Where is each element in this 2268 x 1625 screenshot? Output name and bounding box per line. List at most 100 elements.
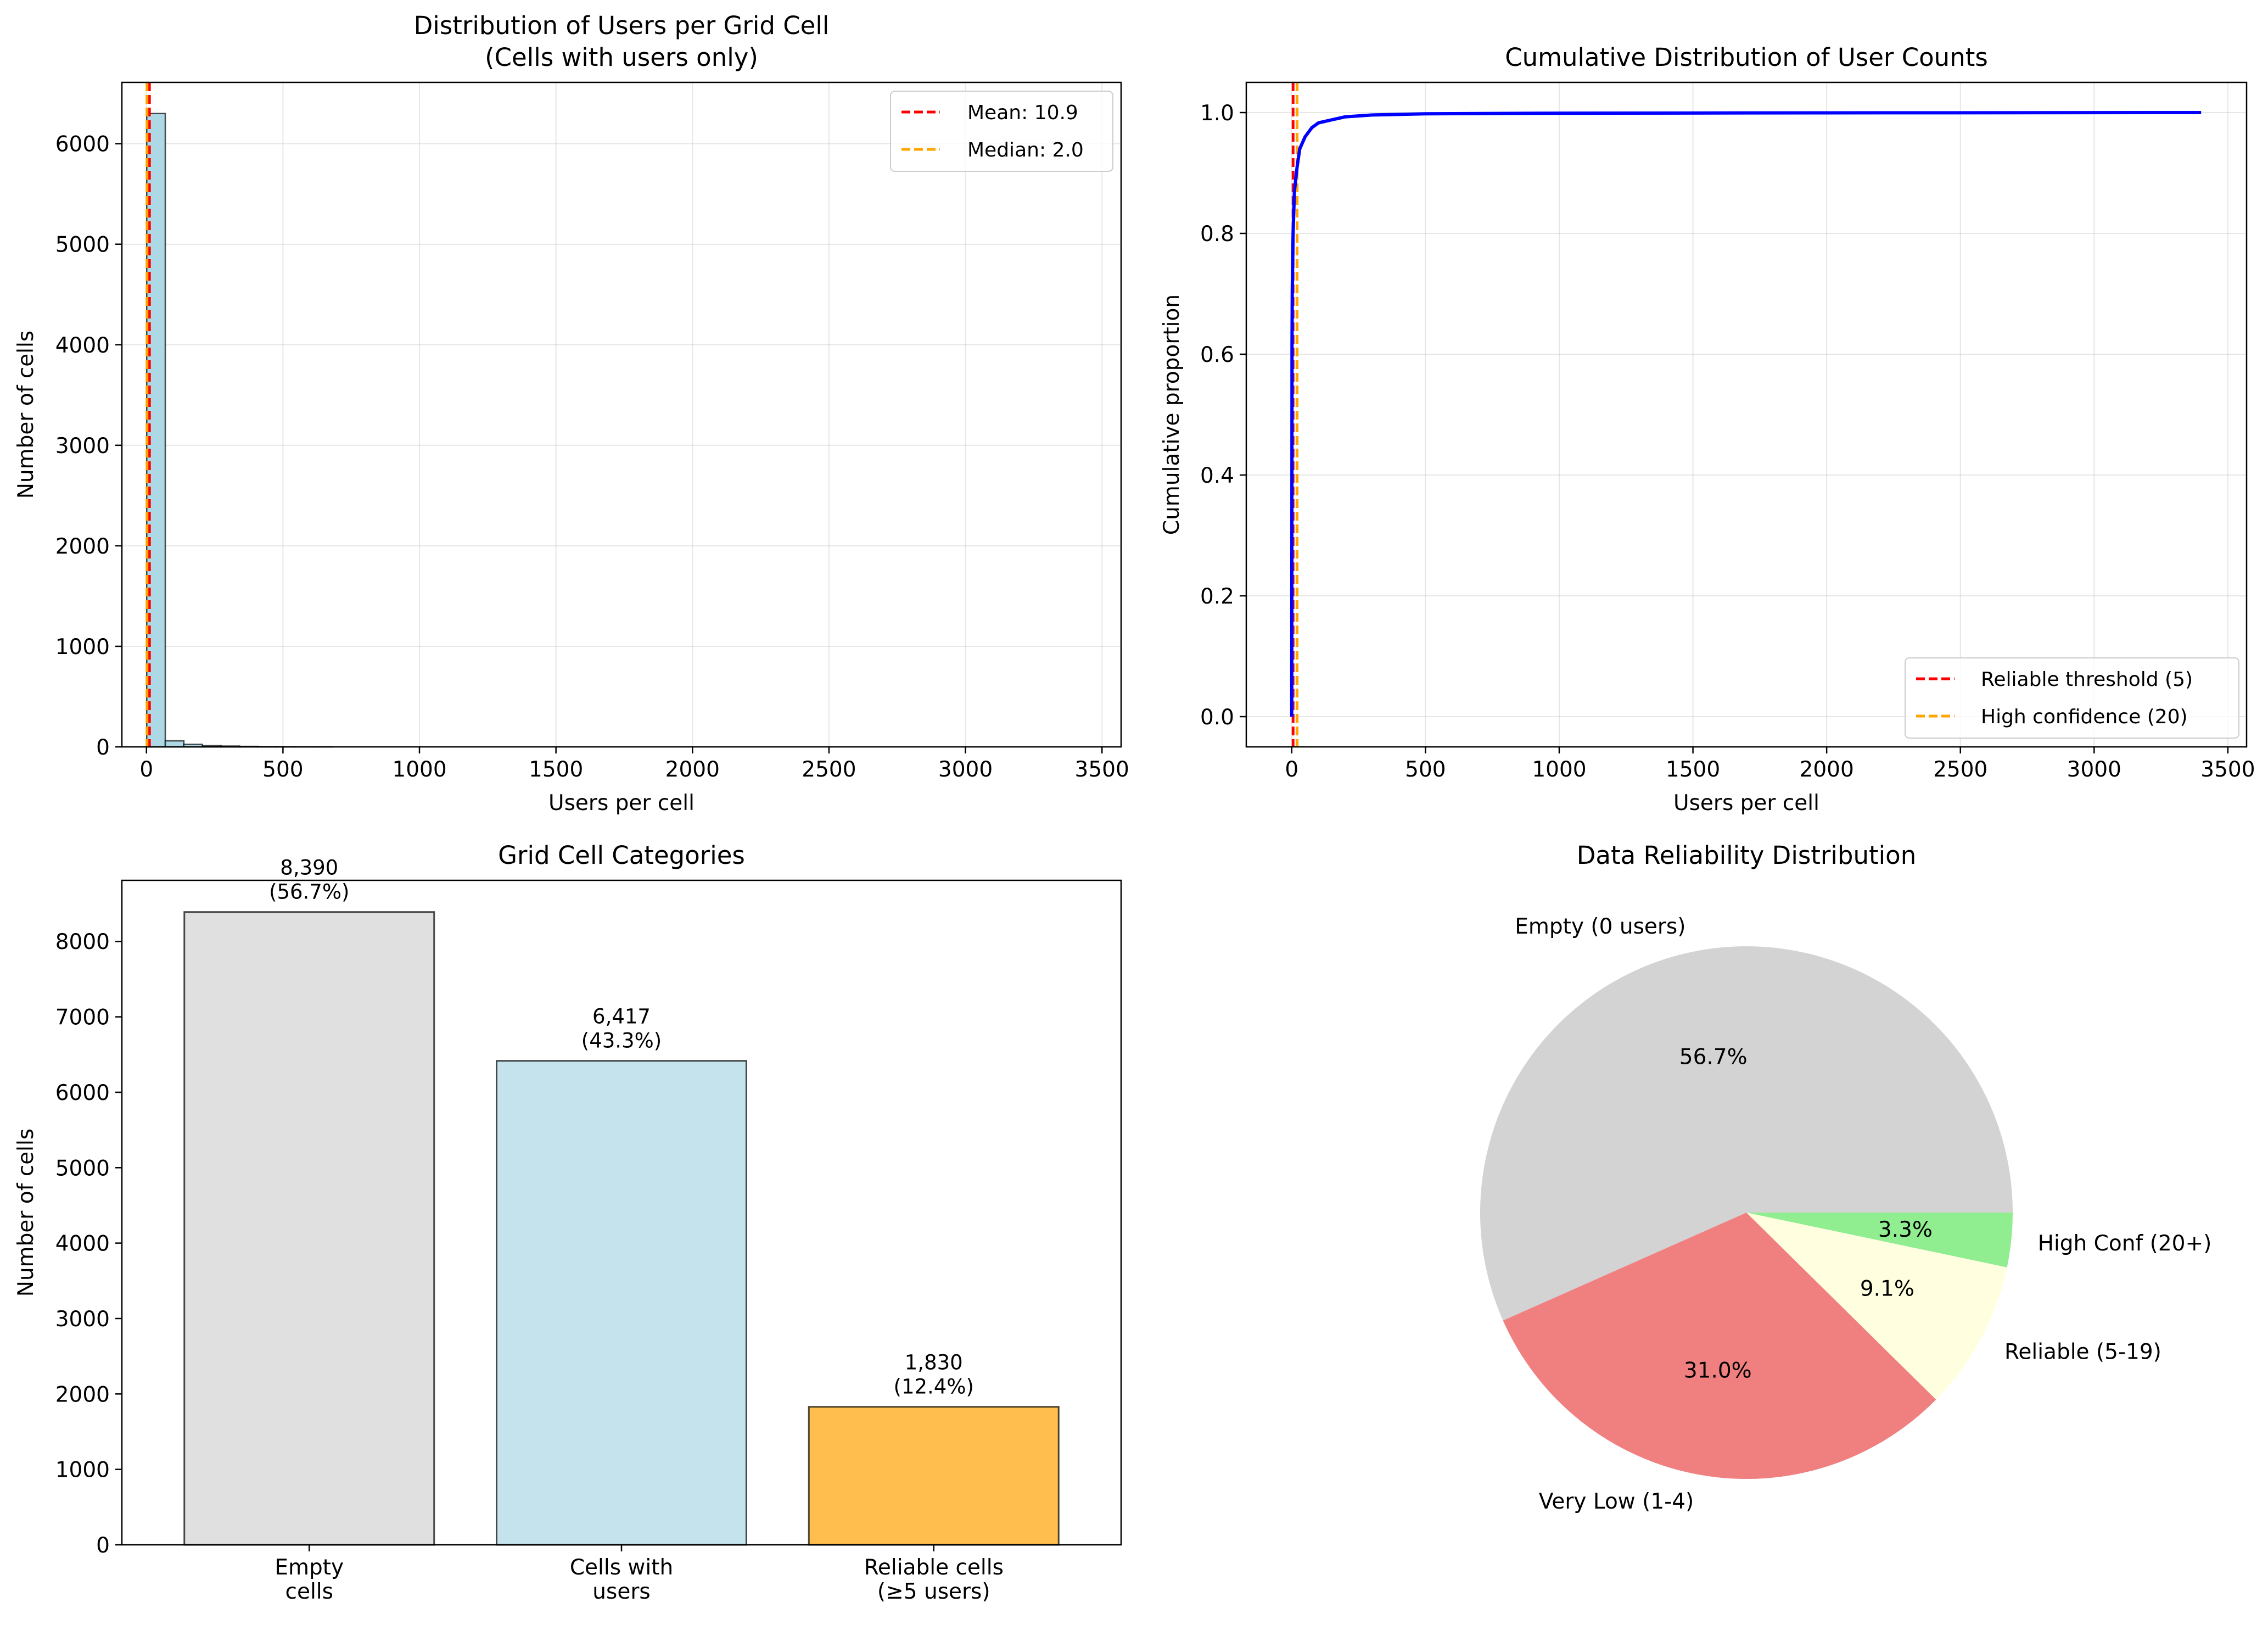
histogram-x-tick-label: 1000 [392, 757, 446, 782]
legend-reliable-threshold-label: Reliable threshold (5) [1981, 668, 2193, 691]
category-x-tick-label: cells [285, 1579, 333, 1604]
cdf-legend-box [1905, 657, 2239, 739]
histogram-y-tick-label: 4000 [55, 333, 110, 358]
histogram-legend-box [890, 91, 1113, 172]
cdf-y-label: Cumulative proportion [1160, 294, 1184, 535]
cdf-series-line [1290, 111, 2202, 717]
histogram-legend: Mean: 10.9 Median: 2.0 [890, 91, 1113, 172]
cdf-x-tick-label: 3000 [2067, 757, 2121, 782]
category-data-label: 8,390 [280, 856, 338, 880]
categories-y-ticks: 0 1000 2000 3000 4000 5000 6000 7000 8000 [55, 930, 122, 1558]
histogram-panel: Distribution of Users per Grid Cell (Cel… [14, 11, 1129, 816]
histogram-y-tick-label: 1000 [55, 635, 110, 660]
cdf-y-tick-label: 0.4 [1200, 464, 1234, 488]
pie-category-label: Empty (0 users) [1515, 914, 1685, 939]
category-bar [496, 1060, 747, 1546]
pie-category-label: Reliable (5-19) [2004, 1339, 2161, 1364]
cdf-y-tick-label: 0.2 [1200, 584, 1234, 609]
cdf-x-tick-label: 2500 [1933, 757, 1987, 782]
categories-title: Grid Cell Categories [498, 841, 745, 870]
category-y-tick-label: 5000 [55, 1156, 110, 1181]
histogram-y-tick-label: 6000 [55, 132, 110, 157]
categories-data-labels: 8,390(56.7%) 6,417(43.3%) 1,830(12.4%) [269, 856, 974, 1399]
histogram-y-tick-label: 0 [96, 735, 110, 760]
pie-labels: 56.7% Empty (0 users) 31.0% Very Low (1-4) 9… [1515, 914, 2211, 1514]
pie-slice [1480, 946, 2013, 1321]
histogram-x-tick-label: 500 [262, 757, 303, 782]
category-data-label: 1,830 [905, 1351, 963, 1375]
histogram-x-label: Users per cell [548, 791, 695, 816]
pie-percent-label: 56.7% [1679, 1045, 1748, 1069]
histogram-x-tick-label: 3000 [938, 757, 993, 782]
category-bar [808, 1406, 1060, 1546]
categories-bars [183, 911, 1060, 1546]
category-x-tick-label: users [592, 1579, 650, 1604]
category-x-tick-label: Empty [275, 1555, 344, 1580]
legend-mean-label: Mean: 10.9 [967, 102, 1078, 124]
histogram-y-tick-label: 2000 [55, 534, 110, 559]
category-y-tick-label: 4000 [55, 1232, 110, 1257]
category-x-tick-label: Cells with [570, 1555, 673, 1580]
pie-slices [1480, 946, 2013, 1479]
cdf-y-tick-label: 1.0 [1200, 101, 1234, 126]
histogram-reference-lines [145, 82, 151, 747]
cdf-title: Cumulative Distribution of User Counts [1505, 43, 1988, 72]
histogram-x-tick-label: 0 [139, 757, 153, 782]
cdf-x-tick-label: 3500 [2200, 757, 2255, 782]
pie-percent-label: 3.3% [1878, 1218, 1933, 1242]
cdf-x-tick-label: 0 [1285, 757, 1298, 782]
cdf-x-ticks: 0 500 1000 1500 2000 2500 3000 3500 [1285, 747, 2255, 782]
category-y-tick-label: 3000 [55, 1307, 110, 1332]
cdf-x-tick-label: 1000 [1532, 757, 1586, 782]
cdf-y-ticks: 0.0 0.2 0.4 0.6 0.8 1.0 [1200, 101, 1246, 730]
category-y-tick-label: 8000 [55, 930, 110, 954]
cdf-x-tick-label: 500 [1405, 757, 1446, 782]
histogram-x-ticks: 0 500 1000 1500 2000 2500 3000 3500 [139, 747, 1129, 782]
category-y-tick-label: 1000 [55, 1458, 110, 1483]
cdf-x-tick-label: 1500 [1666, 757, 1720, 782]
pie-percent-label: 9.1% [1860, 1277, 1914, 1302]
categories-y-label: Number of cells [14, 1129, 38, 1297]
histogram-bar [164, 740, 185, 748]
pie-panel: Data Reliability Distribution 56.7% Empty… [1480, 841, 2211, 1514]
category-x-tick-label: (≥5 users) [877, 1579, 990, 1604]
pie-category-label: High Conf (20+) [2038, 1231, 2212, 1256]
histogram-title: Distribution of Users per Grid Cell [414, 11, 830, 40]
cdf-axes-frame [1245, 81, 2248, 748]
category-y-tick-label: 6000 [55, 1081, 110, 1105]
cdf-x-tick-label: 2000 [1800, 757, 1854, 782]
histogram-x-tick-label: 2000 [665, 757, 720, 782]
category-data-label: 6,417 [592, 1005, 651, 1029]
categories-panel: Grid Cell Categories 8,390(56.7%) 6,417(4… [14, 841, 1122, 1604]
pie-slice [1746, 1213, 2007, 1400]
histogram-axes-frame [121, 81, 1122, 748]
pie-title: Data Reliability Distribution [1577, 841, 1916, 870]
histogram-x-tick-label: 1500 [529, 757, 583, 782]
pie-slice [1503, 1213, 1936, 1479]
category-y-tick-label: 2000 [55, 1382, 110, 1407]
histogram-x-tick-label: 3500 [1075, 757, 1129, 782]
category-y-tick-label: 7000 [55, 1006, 110, 1030]
category-data-label: (56.7%) [269, 880, 349, 904]
category-bar [183, 911, 435, 1546]
cdf-y-tick-label: 0.0 [1200, 705, 1234, 730]
category-y-tick-label: 0 [96, 1533, 110, 1558]
category-data-label: (43.3%) [581, 1029, 662, 1053]
pie-percent-label: 31.0% [1684, 1358, 1752, 1383]
histogram-y-tick-label: 3000 [55, 434, 110, 459]
category-data-label: (12.4%) [894, 1375, 974, 1399]
cdf-x-label: Users per cell [1673, 791, 1819, 816]
pie-slice [1746, 1213, 2013, 1267]
pie-category-label: Very Low (1-4) [1539, 1489, 1694, 1514]
cdf-y-tick-label: 0.6 [1200, 343, 1234, 367]
histogram-subtitle: (Cells with users only) [485, 43, 758, 72]
category-x-tick-label: Reliable cells [864, 1555, 1004, 1580]
histogram-y-label: Number of cells [14, 331, 38, 499]
histogram-x-tick-label: 2500 [802, 757, 856, 782]
histogram-y-tick-label: 5000 [55, 233, 110, 258]
cdf-legend: Reliable threshold (5) High confidence (… [1905, 657, 2239, 739]
histogram-y-ticks: 0 1000 2000 3000 4000 5000 6000 [55, 132, 122, 760]
cdf-y-tick-label: 0.8 [1200, 222, 1234, 247]
